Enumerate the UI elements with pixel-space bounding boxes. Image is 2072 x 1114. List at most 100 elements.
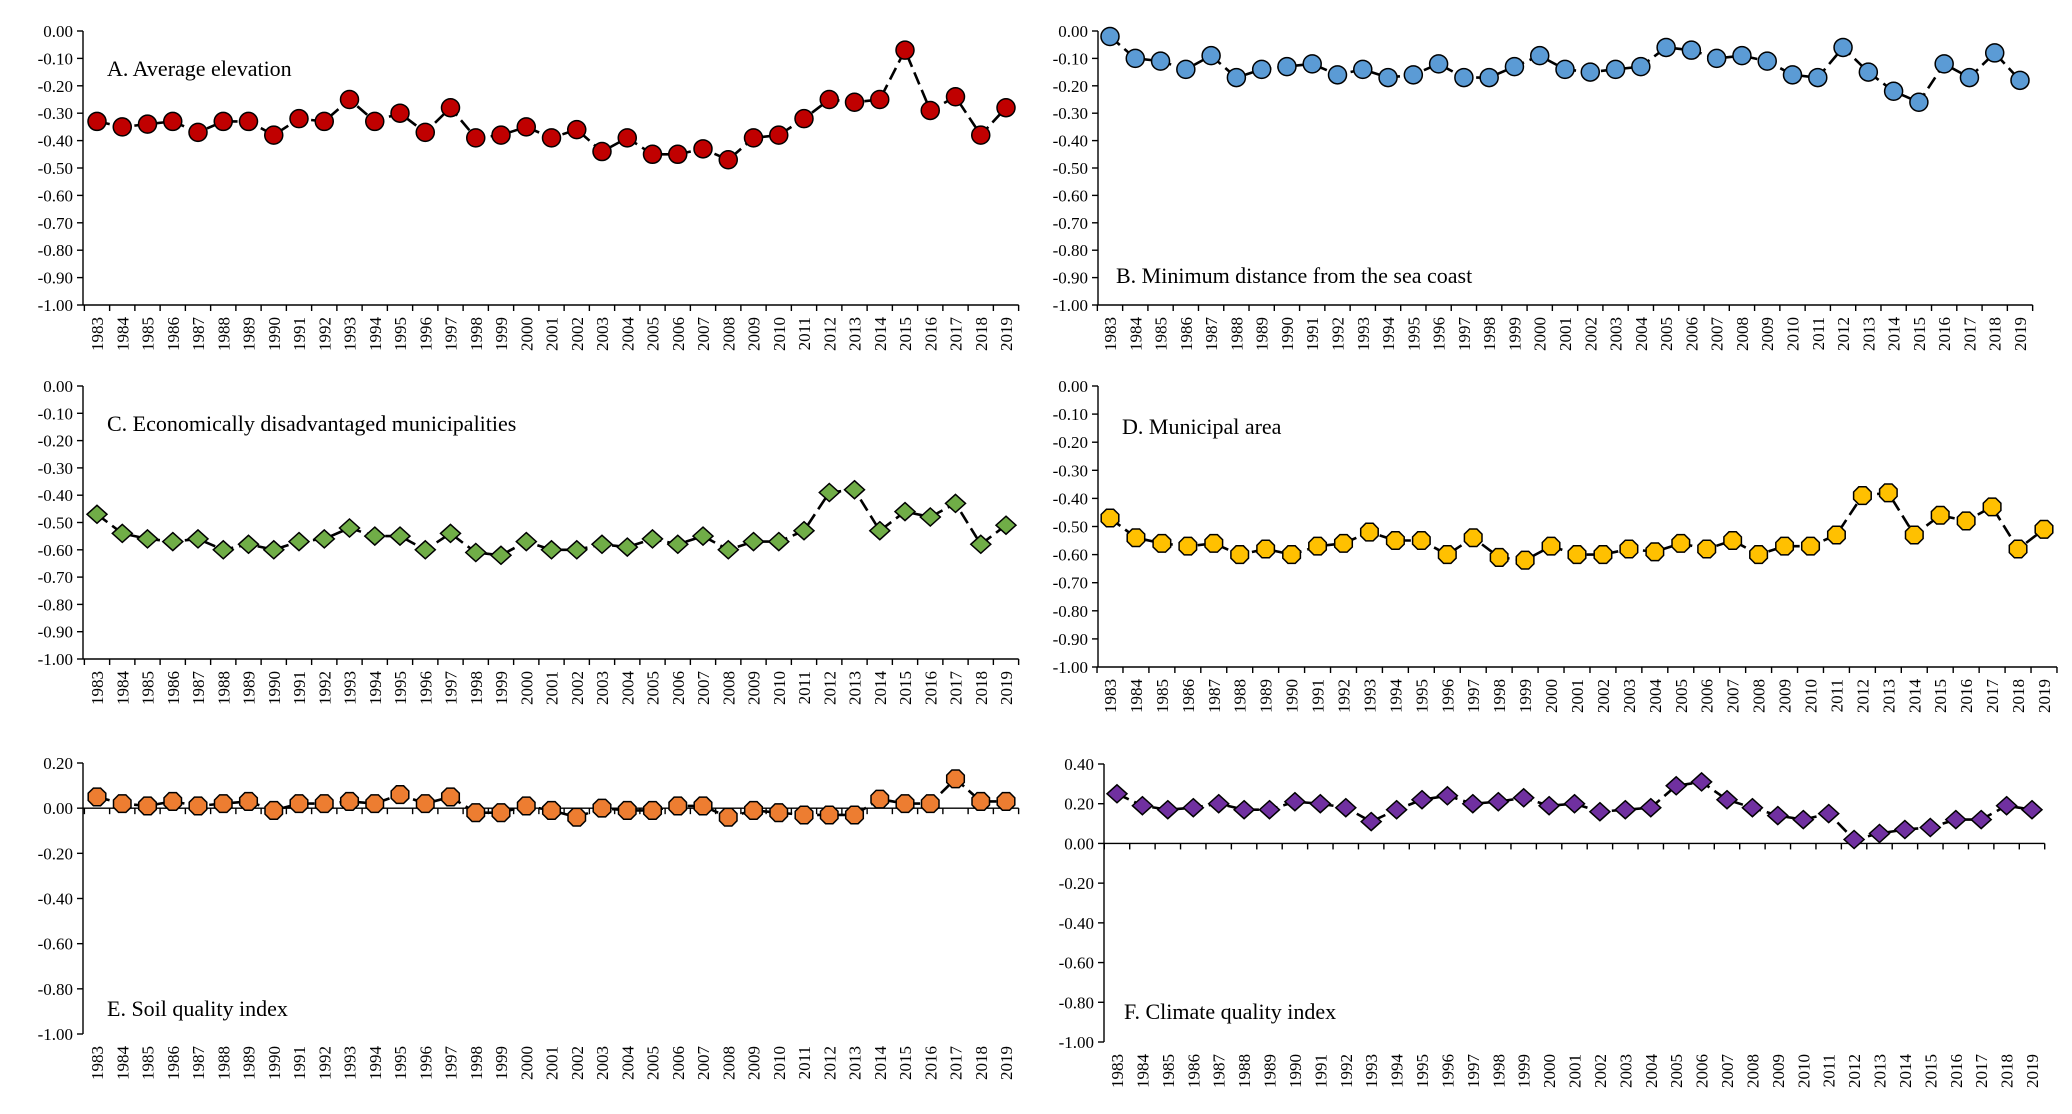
data-point [1308, 536, 1328, 556]
y-tick-label: -1.00 [1053, 658, 1088, 677]
x-tick-label: 1988 [214, 671, 233, 705]
y-tick-label: -0.80 [38, 595, 73, 614]
data-point [1766, 805, 1789, 826]
x-tick-label: 2000 [1531, 317, 1550, 351]
x-tick-label: 2009 [1758, 317, 1777, 351]
data-point [516, 117, 536, 137]
data-point [1403, 65, 1424, 85]
x-tick-label: 2005 [644, 671, 663, 705]
x-tick-label: 2004 [618, 671, 637, 706]
x-tick-label: 2011 [1827, 679, 1846, 712]
y-tick-label: 0.00 [1058, 377, 1088, 396]
x-tick-label: 1985 [1159, 1054, 1178, 1088]
x-tick-label: 1985 [1153, 679, 1172, 713]
x-tick-label: 2012 [820, 671, 839, 705]
data-point [1934, 54, 1954, 74]
x-tick-label: 2019 [2035, 679, 2054, 713]
x-tick-label: 2004 [1646, 679, 1665, 714]
y-tick-label: -0.40 [1053, 489, 1088, 508]
data-point [111, 523, 134, 544]
data-point [1588, 801, 1612, 822]
x-tick-label: 2012 [1834, 317, 1853, 351]
x-tick-label: 2007 [1708, 317, 1727, 352]
x-tick-label: 2016 [921, 671, 940, 705]
data-point [971, 125, 991, 145]
data-point [1410, 789, 1434, 810]
y-tick-label: -0.60 [1053, 186, 1088, 205]
y-tick-label: -0.30 [38, 459, 73, 478]
data-point [1665, 775, 1688, 796]
x-tick-label: 1990 [265, 317, 284, 351]
panel-b: 0.00 -0.10 -0.20 -0.30 -0.40 -0.50 -0.60 -0.70 -… [1053, 22, 2034, 352]
x-tick-label: 1989 [240, 671, 259, 705]
x-tick-label: 2015 [1910, 317, 1929, 351]
x-tick-label: 2009 [745, 671, 764, 705]
x-tick-label: 2019 [2011, 317, 2030, 351]
panel-f: 0.40 0.20 0.00 -0.20 -0.40 -0.60 -0.80 -1.00 198… [1059, 755, 2046, 1089]
x-tick-label: 2017 [1972, 1054, 1991, 1089]
data-point [1904, 525, 1924, 545]
data-point [895, 794, 915, 814]
data-point [365, 111, 385, 132]
x-tick-label: 2012 [820, 317, 839, 351]
data-point [1930, 505, 1950, 525]
x-tick-label: 2015 [896, 671, 915, 705]
data-point [693, 139, 713, 159]
x-tick-label: 2010 [1784, 317, 1803, 351]
y-tick-label: -0.70 [1053, 574, 1088, 593]
data-point [1681, 40, 1702, 60]
data-point [1541, 536, 1561, 556]
data-point [112, 117, 132, 137]
data-point [313, 528, 336, 549]
y-tick-label: -0.60 [38, 186, 73, 205]
data-point [1982, 497, 2002, 517]
x-tick-label: 1999 [1505, 317, 1524, 351]
data-point [238, 111, 259, 132]
panel-a: 0.00 -0.10 -0.20 -0.30 -0.40 -0.50 -0.60 -0.70 -… [38, 22, 1020, 352]
x-tick-label: 1992 [315, 317, 334, 351]
x-tick-label: 2009 [1769, 1054, 1788, 1088]
x-tick-label: 1996 [1438, 679, 1457, 713]
data-point [1645, 542, 1665, 562]
data-point [314, 794, 334, 814]
x-tick-label: 1989 [240, 317, 259, 351]
x-tick-label: 1995 [1412, 679, 1431, 713]
x-tick-label: 1991 [290, 317, 309, 351]
data-point [1782, 65, 1803, 85]
y-tick-label: -0.80 [1059, 993, 1094, 1012]
data-point [1232, 799, 1256, 820]
data-point [1656, 37, 1676, 58]
x-tick-label: 1987 [1205, 679, 1224, 714]
panel-title: C. Economically disadvantaged municipali… [107, 411, 516, 436]
data-point [1436, 785, 1459, 806]
x-tick-label: 2018 [972, 671, 991, 705]
data-point [1706, 48, 1727, 69]
x-tick-label: 1987 [1210, 1054, 1229, 1089]
data-point [668, 144, 688, 165]
data-point [188, 122, 208, 143]
data-point [1105, 783, 1129, 804]
data-point [1792, 809, 1815, 830]
x-tick-label: 2011 [1820, 1054, 1839, 1087]
data-point [843, 479, 866, 500]
y-tick-label: -0.50 [38, 159, 73, 178]
data-point [945, 769, 966, 789]
data-point [1883, 81, 1904, 102]
x-tick-label: 1986 [1184, 1054, 1203, 1088]
x-tick-label: 2002 [568, 1046, 587, 1080]
x-tick-label: 2015 [896, 317, 915, 351]
data-point [1182, 797, 1205, 818]
data-point [1757, 51, 1777, 71]
x-tick-label: 2014 [1905, 679, 1924, 714]
data-point [944, 493, 967, 514]
x-tick-label: 2012 [820, 1046, 839, 1080]
x-tick-label: 2002 [568, 671, 587, 705]
data-point [870, 789, 890, 809]
x-tick-label: 1998 [467, 671, 486, 705]
data-point [1690, 771, 1713, 792]
data-point [163, 791, 183, 811]
data-point [2020, 799, 2044, 820]
x-tick-label: 1987 [189, 317, 208, 352]
data-point [1309, 793, 1332, 814]
data-point [1230, 545, 1250, 565]
